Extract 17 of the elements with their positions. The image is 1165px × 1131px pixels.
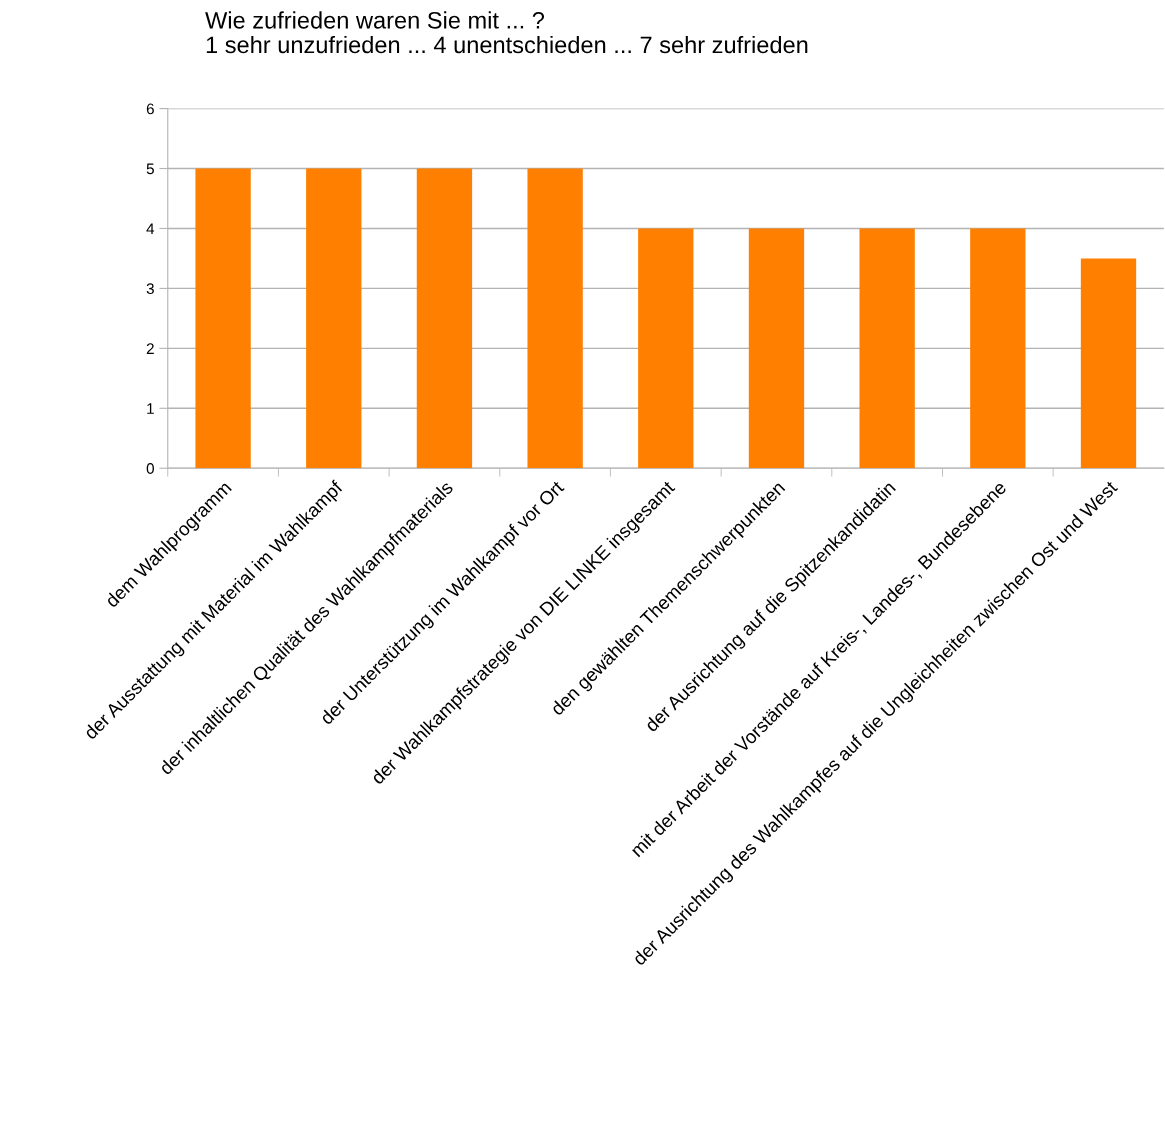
bar: [859, 228, 915, 469]
y-tick-label: 5: [146, 163, 154, 175]
chart-title: Wie zufrieden waren Sie mit ... ? 1 sehr unzufrieden ... 4 unentschieden ... 7 sehr zufrieden: [205, 11, 808, 54]
y-tick-label: 2: [146, 343, 154, 354]
y-tick-label: 6: [146, 103, 154, 115]
bar: [1080, 258, 1137, 469]
y-tick-label: 3: [146, 283, 154, 295]
bar: [527, 168, 583, 469]
bar: [638, 228, 694, 469]
y-tick-label: 4: [146, 223, 155, 234]
bar: [748, 228, 805, 469]
bar: [195, 168, 251, 469]
bar: [970, 228, 1026, 469]
bar: [306, 168, 362, 469]
y-tick-label: 1: [147, 403, 154, 414]
bar: [416, 168, 473, 469]
y-tick-label: 0: [146, 463, 154, 474]
